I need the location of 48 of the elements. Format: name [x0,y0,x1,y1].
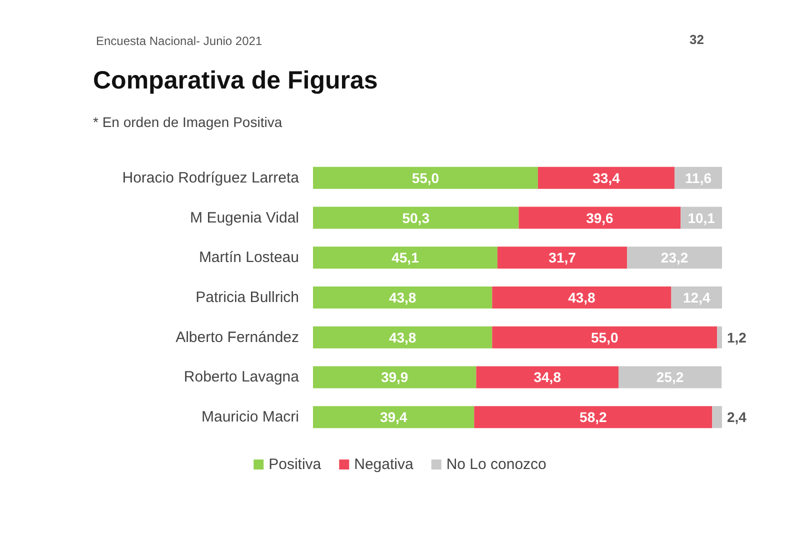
bar [313,206,519,229]
bar [313,246,498,269]
bar [313,326,492,348]
y-tick-label: M Eugenia Vidal [190,209,299,226]
data-label: 43,8 [388,329,416,346]
data-label: 1,2 [727,329,747,346]
bar [497,246,628,269]
y-tick-label: Martín Losteau [198,249,299,266]
data-label: 55,0 [412,170,440,186]
bar [474,406,712,428]
bar [313,286,492,308]
text: 32 [690,32,704,47]
data-label: 34,8 [534,369,562,386]
bar [538,166,675,189]
text: * En orden de Imagen Positiva [93,114,282,130]
y-tick-label: Alberto Fernández [176,328,299,346]
bar [313,406,474,428]
data-label: 2,4 [727,409,747,426]
data-label: 58,2 [580,409,607,426]
legend-label: Positiva [268,456,322,473]
bar [476,366,619,388]
bar [492,286,672,308]
legend-label: No Lo conozco [446,456,546,473]
y-tick-label: Roberto Lavagna [184,368,300,386]
data-label: 39,6 [586,210,614,226]
bar [717,326,722,348]
y-tick-label: Horacio Rodríguez Larreta [122,169,300,186]
data-label: 55,0 [590,329,618,346]
data-label: 50,3 [402,210,430,226]
bar [492,326,718,348]
y-tick-label: Mauricio Macri [201,408,299,426]
data-label: 39,4 [380,409,408,426]
data-label: 39,9 [380,369,408,386]
data-label: 31,7 [548,250,576,266]
data-label: 43,8 [568,290,596,306]
data-label: 43,8 [388,290,416,306]
bar [712,406,722,428]
text: Encuesta Nacional- Junio 2021 [96,34,262,48]
chart-title: Comparativa de Figuras [93,66,378,94]
y-tick-label: Patricia Bullrich [196,289,299,306]
bar [627,246,722,269]
bar [618,366,722,388]
bar [518,206,681,229]
data-label: 45,1 [392,250,420,266]
bar [313,166,538,189]
data-label: 33,4 [592,170,620,186]
legend-label: Negativa [354,456,414,473]
bar [313,366,476,388]
